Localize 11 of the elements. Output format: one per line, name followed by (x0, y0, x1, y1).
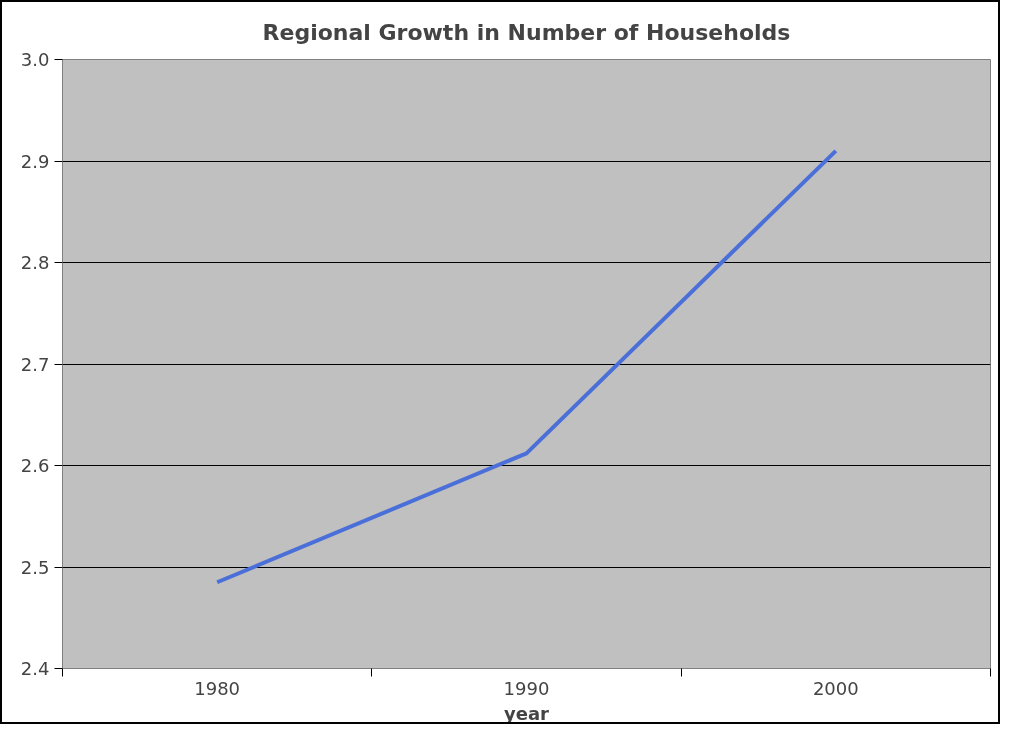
chart-title: Regional Growth in Number of Households (262, 19, 791, 45)
x-tick-label: 1980 (194, 677, 241, 699)
y-tick-label: 2.8 (20, 252, 50, 273)
x-tick-label: 2000 (812, 677, 859, 699)
y-tick-label: 2.7 (20, 353, 50, 375)
y-tick-label: 2.5 (20, 556, 50, 578)
y-tick-label: 2.6 (20, 455, 50, 476)
y-tick-label: 2.9 (20, 150, 50, 172)
y-tick-label: 2.4 (20, 658, 50, 679)
y-tick-label: 3.0 (20, 49, 50, 70)
x-tick-label: 1990 (503, 677, 550, 699)
